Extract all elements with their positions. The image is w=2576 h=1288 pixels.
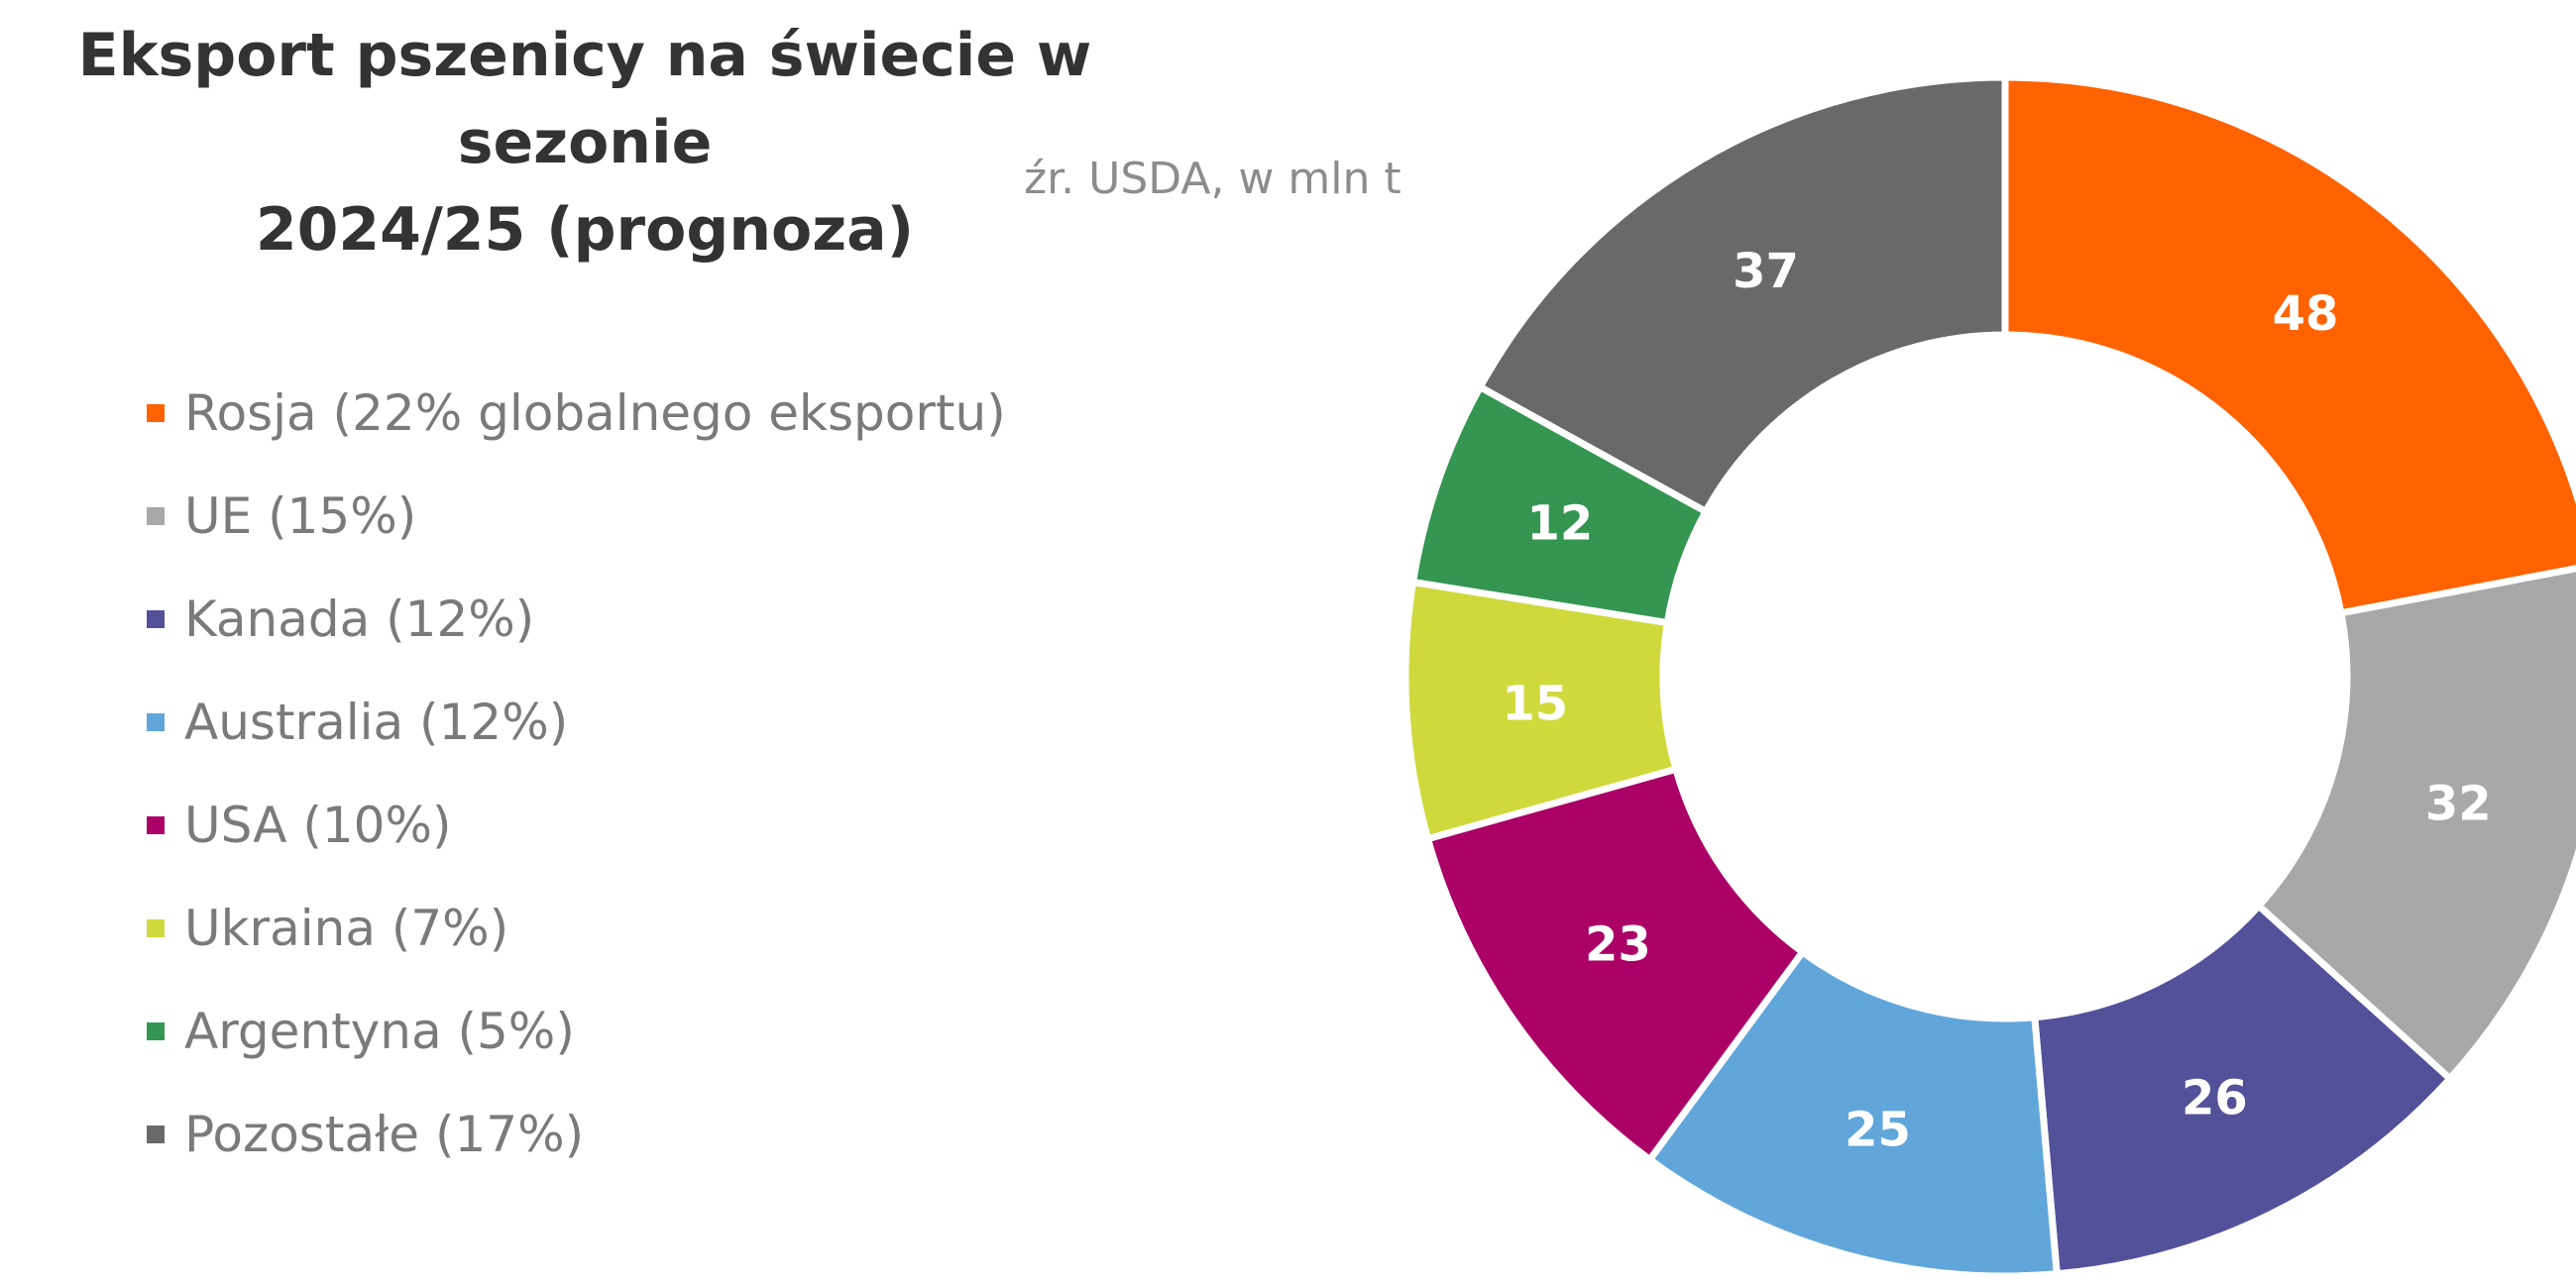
legend-item: Kanada (12%) [147, 568, 1006, 671]
donut-slice [1423, 764, 1808, 1165]
legend-swatch [147, 1022, 165, 1040]
legend-swatch [147, 610, 165, 628]
slice-value-label: 48 [2273, 286, 2339, 342]
legend-label: Australia (12%) [184, 694, 569, 751]
chart-title-line-2: 2024/25 (prognoza) [255, 195, 915, 265]
chart-legend: Rosja (22% globalnego eksportu) UE (15%) K… [147, 362, 1006, 1186]
slice-value-label: 37 [1733, 244, 1799, 299]
legend-swatch [147, 1126, 165, 1143]
legend-item: Ukraina (7%) [147, 877, 1006, 980]
donut-slice [2001, 73, 2576, 617]
legend-label: USA (10%) [184, 797, 452, 854]
donut-slice [2253, 565, 2576, 1084]
legend-item: UE (15%) [147, 465, 1006, 568]
legend-item: Argentyna (5%) [147, 980, 1006, 1083]
legend-swatch [147, 816, 165, 834]
donut-slice [2031, 901, 2455, 1278]
legend-label: Pozostałe (17%) [184, 1106, 585, 1163]
slice-value-label: 23 [1585, 916, 1651, 972]
legend-swatch [147, 919, 165, 937]
donut-slice [1475, 73, 2009, 517]
legend-item: Australia (12%) [147, 671, 1006, 774]
legend-label: Kanada (12%) [184, 590, 535, 648]
legend-swatch [147, 404, 165, 422]
chart-title-line-1: Eksport pszenicy na świecie w sezonie [77, 21, 1092, 177]
legend-label: UE (15%) [184, 487, 417, 545]
legend-label: Rosja (22% globalnego eksportu) [184, 384, 1006, 442]
slice-value-label: 26 [2182, 1070, 2248, 1126]
slice-value-label: 15 [1502, 676, 1568, 731]
chart-title: Eksport pszenicy na świecie w sezonie 20… [0, 12, 1170, 273]
slice-value-label: 12 [1526, 495, 1593, 551]
legend-item: USA (10%) [147, 774, 1006, 877]
legend-item: Rosja (22% globalnego eksportu) [147, 362, 1006, 465]
legend-item: Pozostałe (17%) [147, 1083, 1006, 1186]
legend-swatch [147, 713, 165, 731]
legend-label: Ukraina (7%) [184, 900, 509, 957]
slice-value-label: 25 [1845, 1102, 1911, 1157]
legend-label: Argentyna (5%) [184, 1003, 575, 1060]
slice-value-label: 32 [2425, 776, 2492, 831]
chart-subtitle: źr. USDA, w mln t [1024, 154, 1401, 204]
legend-swatch [147, 507, 165, 525]
donut-slice [1644, 947, 2062, 1280]
